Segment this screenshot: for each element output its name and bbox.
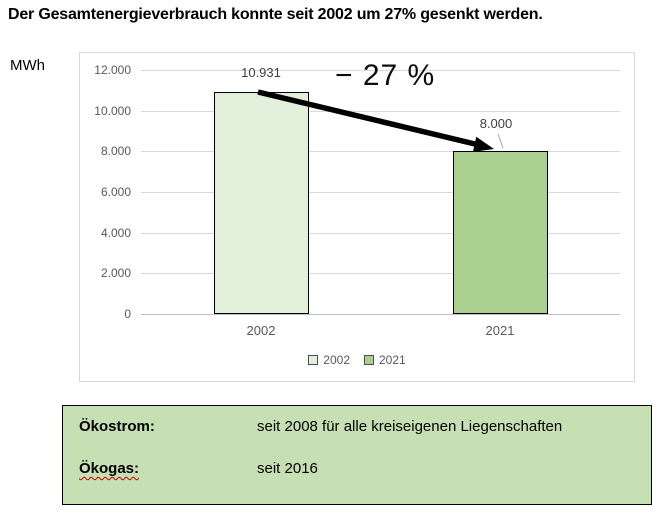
label-leader-line <box>497 133 504 149</box>
y-axis-title: MWh <box>10 57 45 74</box>
y-tick-label: 6.000 <box>100 185 131 199</box>
bar-2021 <box>453 151 548 314</box>
x-axis-line <box>141 314 620 315</box>
page-title: Der Gesamtenergieverbrauch konnte seit 2… <box>8 6 543 23</box>
data-label-2002: 10.931 <box>241 65 281 80</box>
annotation-decrease-percent: − 27 % <box>335 59 436 92</box>
gridline <box>141 192 620 193</box>
legend-item-2002: 2002 <box>308 353 350 367</box>
decrease-arrow-icon <box>257 89 504 152</box>
info-desc-oekostrom: seit 2008 für alle kreiseigenen Liegensc… <box>257 418 563 435</box>
info-box: Ökostrom: seit 2008 für alle kreiseigene… <box>62 405 652 505</box>
y-tick-label: 10.000 <box>94 104 131 118</box>
gridline <box>141 70 620 71</box>
bar-2002 <box>214 92 309 314</box>
y-tick-label: 2.000 <box>100 266 131 280</box>
data-label-2021: 8.000 <box>479 116 513 131</box>
legend-label-2021: 2021 <box>379 353 406 367</box>
bar-chart: 12.000 10.000 8.000 6.000 4.000 2.000 0 … <box>79 52 635 382</box>
y-tick-label: 8.000 <box>100 144 131 158</box>
y-tick-label: 0 <box>124 307 131 321</box>
info-row-oekogas: Ökogas: seit 2016 <box>79 460 318 478</box>
gridline <box>141 273 620 274</box>
y-tick-label: 12.000 <box>94 63 131 77</box>
gridline <box>141 111 620 112</box>
info-term-oekostrom: Ökostrom: <box>79 418 155 435</box>
legend-label-2002: 2002 <box>323 353 350 367</box>
x-tick-2002: 2002 <box>246 323 276 338</box>
legend-swatch-2002 <box>308 355 319 365</box>
y-tick-label: 4.000 <box>100 226 131 240</box>
legend-swatch-2021 <box>364 355 374 365</box>
arrow-head <box>472 136 494 152</box>
gridline <box>141 233 620 234</box>
gridline <box>141 151 620 152</box>
chart-legend: 2002 2021 <box>80 352 634 368</box>
x-tick-2021: 2021 <box>485 323 515 338</box>
legend-item-2021: 2021 <box>364 353 406 367</box>
info-term-oekogas: Ökogas: <box>79 460 140 477</box>
info-desc-oekogas: seit 2016 <box>257 460 318 477</box>
info-row-oekostrom: Ökostrom: seit 2008 für alle kreiseigene… <box>79 418 562 436</box>
